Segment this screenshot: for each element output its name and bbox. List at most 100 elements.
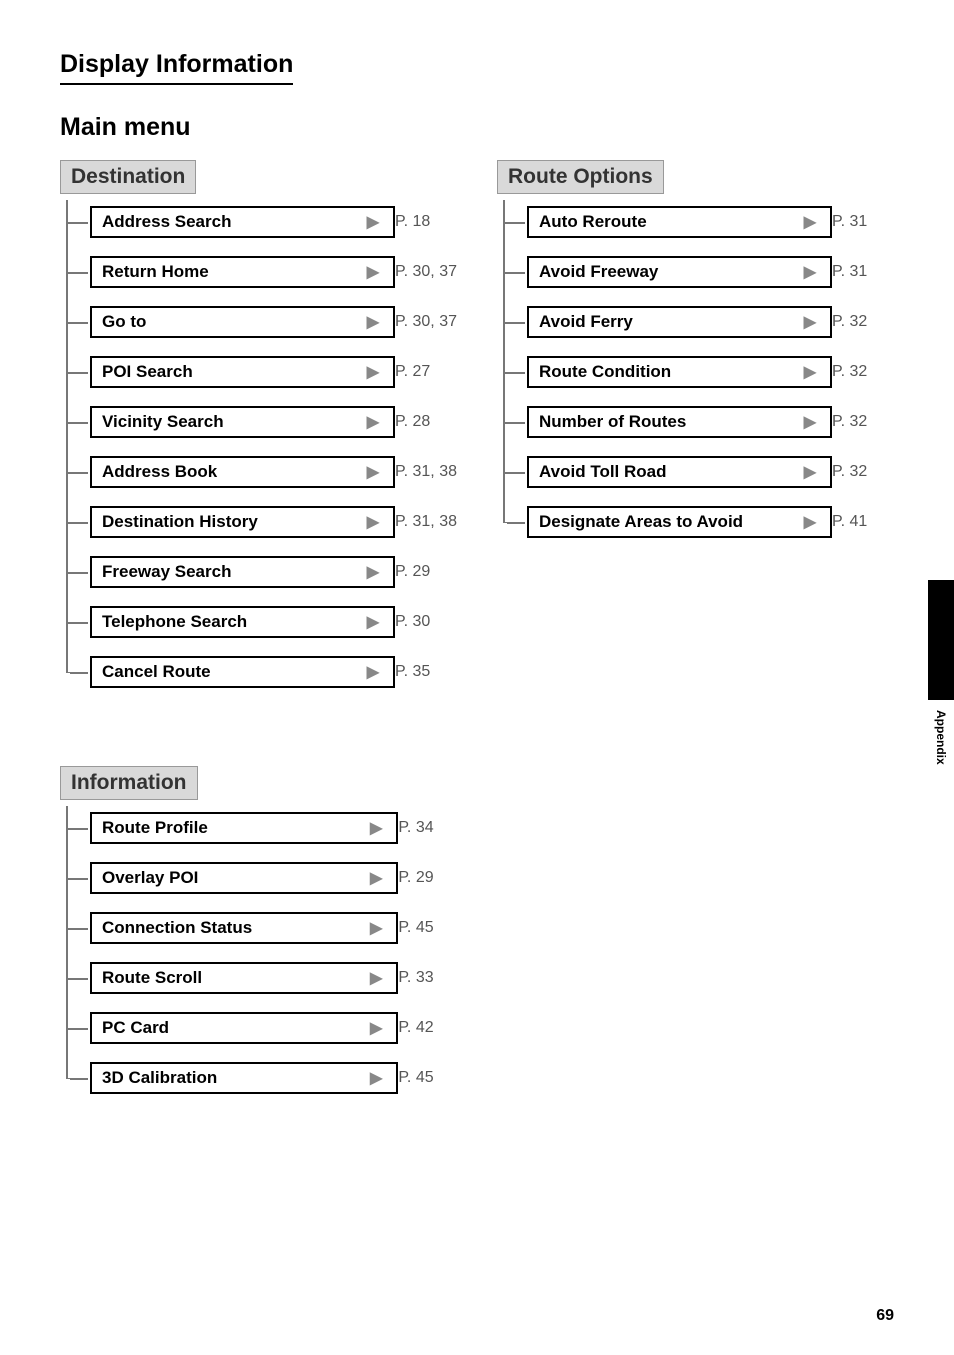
information-body: Route Profile ▶ P. 34 Overlay POI ▶ P. 29 Conn… [66,806,460,1094]
arrow-icon: ▶ [367,512,379,532]
arrow-icon: ▶ [370,868,382,888]
page-reference: P. 35 [395,663,457,681]
menu-item-label: Cancel Route [102,662,361,682]
section-title: Main menu [60,113,894,142]
menu-item-box[interactable]: Route Scroll▶ [90,962,398,994]
menu-item-row: Cancel Route ▶ P. 35 [90,656,457,688]
route-options-body: Auto Reroute▶P. 31Avoid Freeway▶P. 31Avo… [503,200,894,538]
arrow-icon: ▶ [370,1018,382,1038]
destination-header: Destination [60,160,196,194]
menu-item-box[interactable]: Avoid Ferry▶ [527,306,832,338]
arrow-icon: ▶ [804,462,816,482]
menu-item-label: Go to [102,312,361,332]
menu-item-box[interactable]: Address Book▶ [90,456,395,488]
menu-item-box[interactable]: Go to ▶ [90,306,395,338]
arrow-icon: ▶ [367,312,379,332]
menu-item-row: Vicinity Search ▶ P. 28 [90,406,457,438]
arrow-icon: ▶ [804,512,816,532]
page-reference: P. 28 [395,413,457,431]
arrow-icon: ▶ [367,412,379,432]
menu-item-row: Connection Status▶P. 45 [90,912,460,944]
menu-item-box[interactable]: Address Search▶ [90,206,395,238]
side-label: Appendix [934,710,948,765]
menu-item-row: Number of Routes▶P. 32 [527,406,894,438]
menu-item-box[interactable]: Avoid Toll Road ▶ [527,456,832,488]
menu-item-box[interactable]: 3D Calibration▶ [90,1062,398,1094]
menu-item-box[interactable]: Telephone Search▶ [90,606,395,638]
page-reference: P. 29 [395,563,457,581]
menu-item-row: Auto Reroute▶P. 31 [527,206,894,238]
page-reference: P. 32 [832,413,894,431]
menu-item-label: Freeway Search [102,562,361,582]
page-reference: P. 30 [395,613,457,631]
arrow-icon: ▶ [367,362,379,382]
menu-item-box[interactable]: Avoid Freeway ▶ [527,256,832,288]
menu-item-box[interactable]: Number of Routes▶ [527,406,832,438]
page-reference: P. 31, 38 [395,463,457,481]
menu-item-row: Avoid Toll Road ▶ P. 32 [527,456,894,488]
menu-item-box[interactable]: Route Profile ▶ [90,812,398,844]
menu-item-label: Address Book [102,462,361,482]
menu-item-label: Return Home [102,262,361,282]
menu-item-box[interactable]: Overlay POI ▶ [90,862,398,894]
arrow-icon: ▶ [370,1068,382,1088]
menu-item-label: Overlay POI [102,868,364,888]
menu-item-box[interactable]: PC Card▶ [90,1012,398,1044]
menu-item-label: Route Condition [539,362,798,382]
page-reference: P. 31 [832,263,894,281]
arrow-icon: ▶ [367,562,379,582]
page-reference: P. 30, 37 [395,263,457,281]
menu-item-row: Destination History▶P. 31, 38 [90,506,457,538]
menu-item-box[interactable]: Freeway Search ▶ [90,556,395,588]
menu-item-label: Connection Status [102,918,364,938]
page-title: Display Information [60,50,293,85]
menu-item-box[interactable]: Auto Reroute▶ [527,206,832,238]
menu-item-row: Address Book▶P. 31, 38 [90,456,457,488]
arrow-icon: ▶ [370,818,382,838]
page-reference: P. 32 [832,313,894,331]
route-options-header: Route Options [497,160,664,194]
arrow-icon: ▶ [804,262,816,282]
page-reference: P. 18 [395,213,457,231]
menu-item-box[interactable]: Vicinity Search ▶ [90,406,395,438]
page-reference: P. 45 [398,1069,460,1087]
menu-item-row: Telephone Search▶P. 30 [90,606,457,638]
menu-item-label: Avoid Toll Road [539,462,798,482]
page-reference: P. 41 [832,513,894,531]
menu-item-row: Avoid Ferry▶P. 32 [527,306,894,338]
menu-item-label: Avoid Freeway [539,262,798,282]
arrow-icon: ▶ [367,662,379,682]
page-reference: P. 32 [832,463,894,481]
information-group: Information Route Profile ▶ P. 34 Overlay P… [60,766,460,1094]
side-tab [928,580,954,700]
page-reference: P. 34 [398,819,460,837]
menu-item-box[interactable]: Designate Areas to Avoid▶ [527,506,832,538]
arrow-icon: ▶ [367,262,379,282]
menu-item-row: Route Scroll▶P. 33 [90,962,460,994]
page-reference: P. 29 [398,869,460,887]
destination-column: Destination Address Search▶P. 18 Return H… [60,160,457,706]
menu-item-box[interactable]: POI Search▶ [90,356,395,388]
information-header: Information [60,766,198,800]
menu-item-box[interactable]: Route Condition▶ [527,356,832,388]
page-reference: P. 31 [832,213,894,231]
menu-item-box[interactable]: Connection Status ▶ [90,912,398,944]
menu-item-row: Route Profile ▶ P. 34 [90,812,460,844]
menu-item-label: Route Profile [102,818,364,838]
menu-item-row: Avoid Freeway ▶ P. 31 [527,256,894,288]
route-options-group: Route Options Auto Reroute▶P. 31Avoid Fr… [497,160,894,538]
menu-item-row: Go to ▶ P. 30, 37 [90,306,457,338]
arrow-icon: ▶ [804,412,816,432]
menu-item-box[interactable]: Cancel Route ▶ [90,656,395,688]
menu-item-label: Vicinity Search [102,412,361,432]
menu-item-box[interactable]: Destination History ▶ [90,506,395,538]
arrow-icon: ▶ [370,968,382,988]
menu-item-box[interactable]: Return Home ▶ [90,256,395,288]
menu-item-row: Address Search▶P. 18 [90,206,457,238]
menu-item-label: Destination History [102,512,361,532]
page-reference: P. 30, 37 [395,313,457,331]
arrow-icon: ▶ [370,918,382,938]
menu-item-row: Route Condition▶P. 32 [527,356,894,388]
page-reference: P. 42 [398,1019,460,1037]
menu-item-label: Avoid Ferry [539,312,798,332]
